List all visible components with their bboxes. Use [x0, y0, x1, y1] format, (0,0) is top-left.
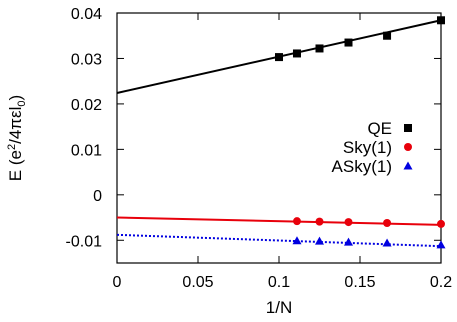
- y-tick-label: 0.02: [71, 97, 102, 114]
- y-axis-label-mid: /4πεl: [6, 107, 25, 144]
- data-point: [292, 236, 302, 245]
- legend-marker: [404, 143, 412, 151]
- y-axis-label-sup: 2: [6, 144, 18, 150]
- fit-line: [116, 216, 442, 226]
- data-point: [437, 16, 445, 25]
- y-axis-ticks: -0.01 0 0.01 0.02 0.03 0.04: [66, 6, 441, 250]
- data-point: [344, 218, 353, 227]
- y-axis-label-suffix: ): [6, 95, 25, 101]
- data-point: [275, 53, 283, 62]
- x-tick-label: 0.2: [430, 274, 452, 291]
- fit-line: [116, 233, 442, 248]
- data-point: [315, 217, 324, 226]
- y-tick-label: 0: [93, 188, 102, 205]
- y-tick-label: -0.01: [66, 233, 103, 250]
- data-point: [383, 31, 392, 40]
- data-point: [292, 217, 301, 226]
- data-point: [344, 38, 353, 47]
- data-point: [436, 240, 446, 249]
- data-point: [292, 49, 301, 58]
- x-axis-ticks: 0 0.05 0.1 0.15 0.2: [113, 13, 452, 291]
- x-axis-label: 1/N: [266, 298, 292, 317]
- data-point: [383, 219, 392, 227]
- legend-label: QE: [367, 119, 392, 138]
- y-axis-label-sub: 0: [16, 100, 28, 106]
- x-tick-label: 0.1: [268, 274, 290, 291]
- data-point: [315, 236, 324, 245]
- data-point: [343, 237, 353, 246]
- y-tick-label: 0.01: [71, 142, 102, 159]
- x-tick-label: 0.05: [182, 274, 213, 291]
- legend-label: Sky(1): [343, 138, 392, 157]
- data-point: [315, 44, 324, 53]
- legend-label: ASky(1): [332, 157, 392, 176]
- plot-frame: [116, 12, 442, 264]
- data-points: [275, 16, 446, 249]
- y-axis-label: E (e2/4πεl0): [6, 95, 28, 181]
- data-point: [437, 219, 445, 228]
- y-tick-label: 0.03: [71, 51, 102, 68]
- y-axis-label-prefix: E (e: [6, 150, 25, 181]
- x-tick-label: 0: [113, 274, 122, 291]
- data-point: [382, 238, 392, 247]
- legend-marker: [403, 161, 413, 170]
- y-tick-label: 0.04: [71, 6, 102, 23]
- legend-marker: [404, 124, 412, 132]
- x-tick-label: 0.15: [344, 274, 375, 291]
